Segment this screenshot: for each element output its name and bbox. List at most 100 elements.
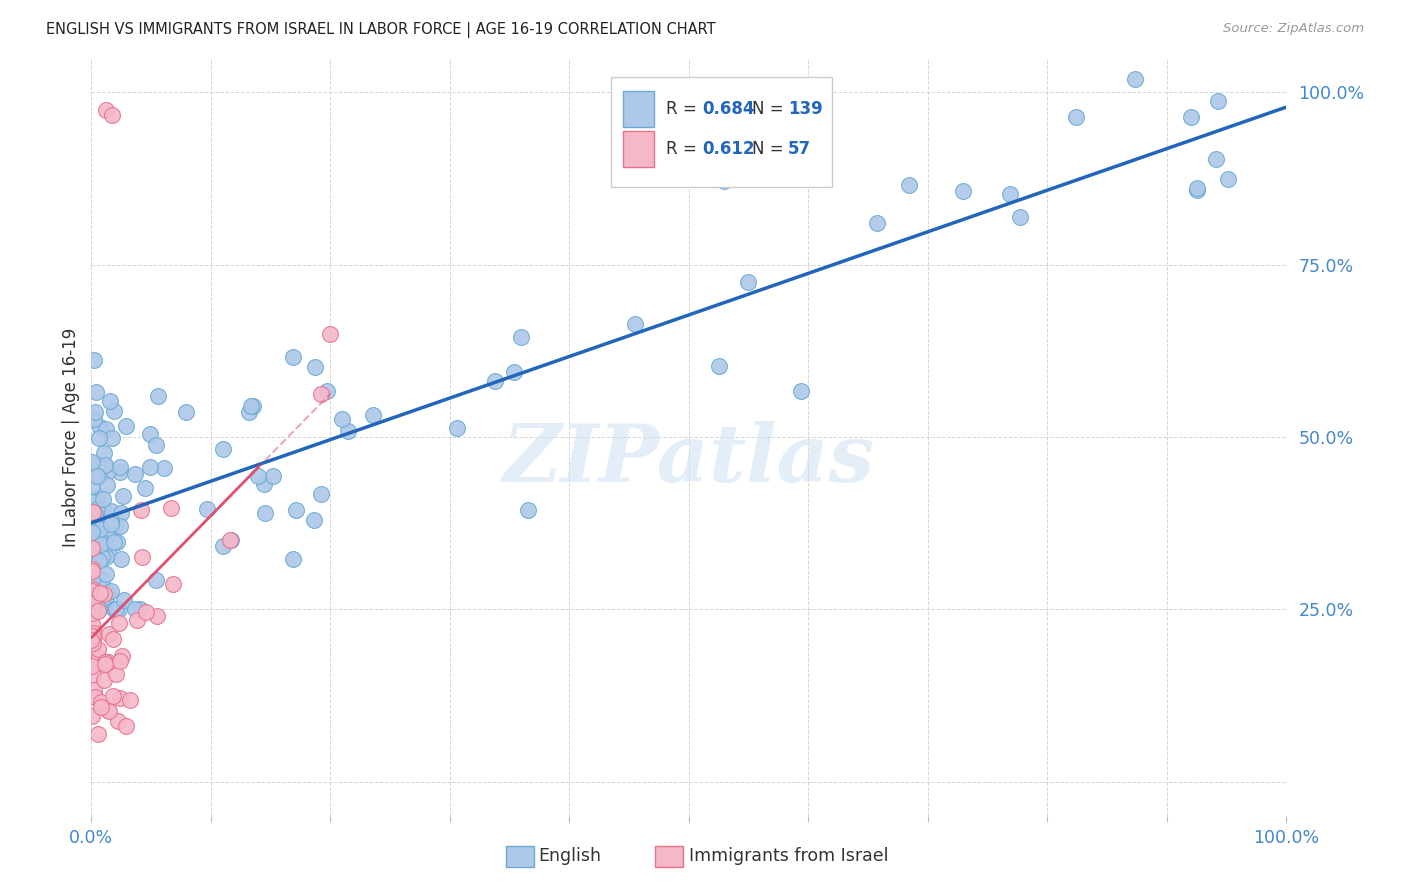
Point [111, 648, 134, 663]
Point [145, 438, 167, 452]
Point [309, 387, 332, 401]
Point [86, 491, 108, 506]
Point [80, 633, 103, 648]
Point [80, 455, 103, 469]
Point [94, 103, 117, 117]
Point [1205, 152, 1227, 166]
Point [101, 431, 124, 445]
Point [83, 492, 105, 507]
Point [1218, 171, 1240, 186]
Point [84, 511, 107, 525]
Point [104, 518, 127, 533]
Bar [623, 131, 654, 167]
Point [100, 107, 122, 121]
Point [110, 551, 132, 566]
Point [86, 529, 108, 543]
Point [89, 554, 111, 568]
Point [502, 365, 524, 379]
Point [110, 465, 132, 479]
Point [90, 533, 112, 547]
Point [90, 695, 112, 709]
Point [84, 518, 107, 533]
Point [146, 389, 169, 403]
Point [97, 464, 120, 478]
Text: R =: R = [666, 100, 702, 118]
Point [134, 481, 156, 495]
Point [91, 549, 114, 564]
Point [80, 525, 103, 540]
Point [96, 478, 118, 492]
Point [80, 617, 103, 632]
Point [283, 350, 305, 364]
Point [108, 654, 131, 668]
Point [97, 627, 120, 641]
Point [108, 519, 131, 533]
Point [103, 534, 125, 549]
Point [83, 626, 105, 640]
Point [1180, 110, 1202, 124]
Point [484, 374, 506, 388]
Point [87, 469, 110, 483]
Point [80, 709, 103, 723]
Point [86, 469, 108, 483]
Point [1187, 183, 1209, 197]
Point [262, 468, 284, 483]
Point [87, 602, 110, 616]
Point [105, 534, 128, 549]
Point [176, 405, 198, 419]
Point [97, 655, 120, 669]
Point [1206, 94, 1229, 108]
Point [80, 584, 103, 599]
Point [239, 399, 262, 413]
Point [624, 317, 647, 331]
Point [80, 602, 103, 616]
Point [91, 534, 114, 549]
Point [82, 606, 104, 620]
Point [90, 700, 112, 714]
Point [83, 602, 105, 616]
Point [952, 184, 974, 198]
Point [219, 533, 242, 548]
Point [90, 537, 112, 551]
Point [100, 516, 122, 531]
Point [304, 513, 326, 527]
Point [89, 586, 111, 600]
Point [96, 528, 118, 542]
Point [93, 673, 115, 687]
Point [304, 359, 326, 374]
Text: ENGLISH VS IMMIGRANTS FROM ISRAEL IN LABOR FORCE | AGE 16-19 CORRELATION CHART: ENGLISH VS IMMIGRANTS FROM ISRAEL IN LAB… [46, 22, 716, 38]
Point [94, 657, 117, 671]
Point [84, 507, 107, 521]
Point [1010, 210, 1032, 224]
Point [80, 495, 103, 509]
Point [87, 726, 110, 740]
Point [91, 492, 114, 507]
Text: 57: 57 [789, 140, 811, 158]
Point [94, 458, 117, 472]
Point [145, 573, 167, 587]
Text: English: English [538, 847, 602, 865]
Point [83, 496, 105, 510]
Point [139, 460, 162, 475]
Point [80, 582, 103, 596]
Point [281, 552, 304, 566]
Point [97, 704, 120, 718]
Point [219, 533, 242, 547]
Point [83, 353, 105, 368]
Text: Source: ZipAtlas.com: Source: ZipAtlas.com [1223, 22, 1364, 36]
Text: N =: N = [752, 100, 789, 118]
Point [124, 467, 146, 482]
Bar [623, 91, 654, 127]
Point [89, 420, 111, 434]
Text: 139: 139 [789, 100, 823, 118]
Point [87, 602, 110, 616]
Point [82, 668, 104, 682]
Point [110, 507, 132, 521]
Text: 0.612: 0.612 [702, 140, 755, 158]
Point [94, 458, 117, 472]
Point [94, 549, 117, 564]
Point [131, 549, 153, 564]
Point [82, 631, 104, 645]
Point [80, 528, 103, 542]
Point [91, 519, 114, 533]
